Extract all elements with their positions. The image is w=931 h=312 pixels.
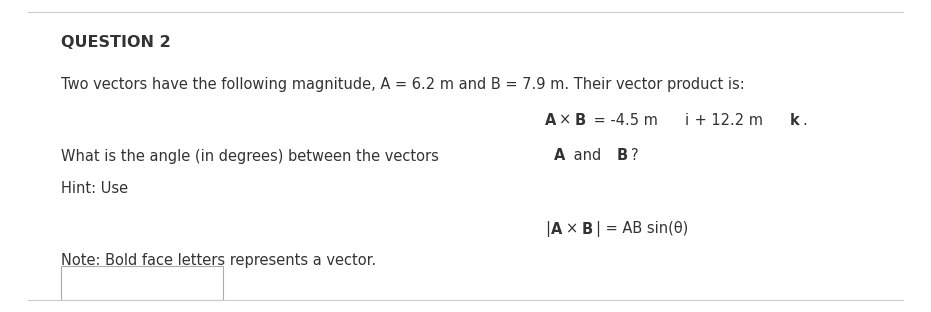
Text: k: k xyxy=(789,113,800,128)
Text: What is the angle (in degrees) between the vectors: What is the angle (in degrees) between t… xyxy=(61,149,443,163)
Text: Two vectors have the following magnitude, A = 6.2 m and B = 7.9 m. Their vector : Two vectors have the following magnitude… xyxy=(61,77,744,92)
Text: i: i xyxy=(684,113,688,128)
Text: B: B xyxy=(616,149,627,163)
Text: ×: × xyxy=(566,222,578,237)
Text: A: A xyxy=(545,113,556,128)
Text: |: | xyxy=(545,221,549,237)
FancyBboxPatch shape xyxy=(61,266,223,300)
Text: A: A xyxy=(551,222,562,237)
Text: ?: ? xyxy=(630,149,639,163)
Text: | = AB sin(θ): | = AB sin(θ) xyxy=(596,221,688,237)
Text: Note: Bold face letters represents a vector.: Note: Bold face letters represents a vec… xyxy=(61,253,375,268)
Text: B: B xyxy=(582,222,593,237)
Text: B: B xyxy=(575,113,587,128)
Text: QUESTION 2: QUESTION 2 xyxy=(61,35,170,50)
Text: ×: × xyxy=(560,113,572,128)
Text: = -4.5 m: = -4.5 m xyxy=(589,113,663,128)
Text: and: and xyxy=(569,149,606,163)
Text: + 12.2 m: + 12.2 m xyxy=(690,113,767,128)
Text: A: A xyxy=(554,149,565,163)
Text: Hint: Use: Hint: Use xyxy=(61,181,128,196)
Text: .: . xyxy=(803,113,807,128)
